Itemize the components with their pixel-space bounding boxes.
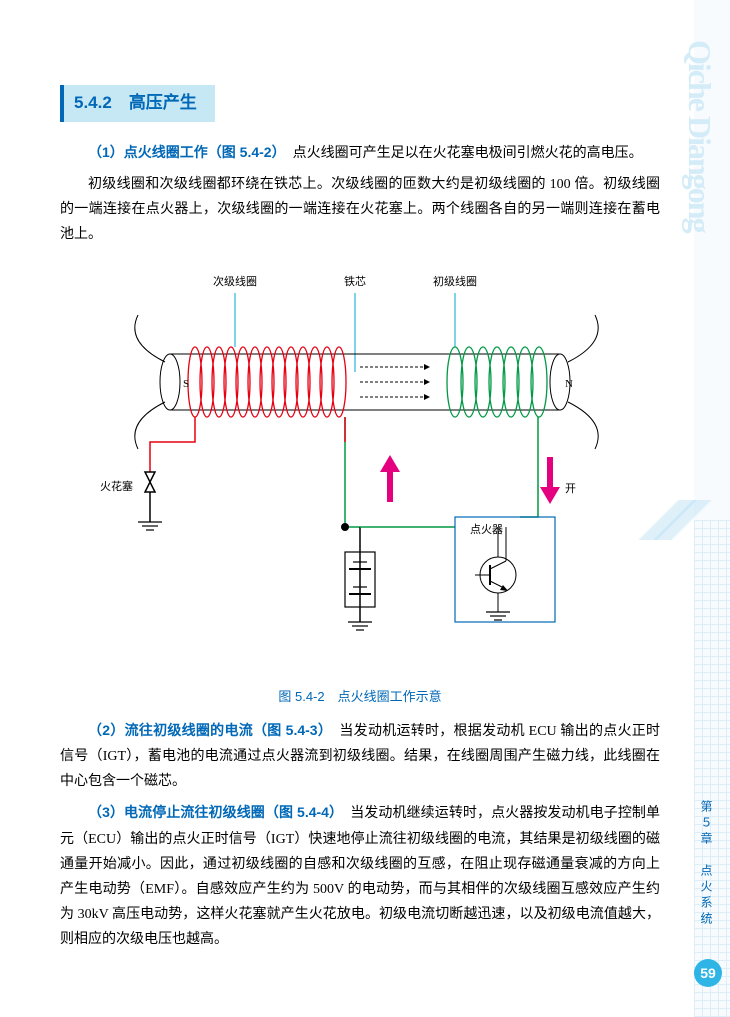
paragraph-1b: 初级线圈和次级线圈都环绕在铁芯上。次级线圈的匝数大约是初级线圈的 100 倍。初… [60,172,660,248]
para1-label: （1）点火线圈工作（图 5.4-2） [88,144,279,160]
para1-text1: 点火线圈可产生足以在火花塞电极间引燃火花的高电压。 [293,146,643,161]
page-number: 59 [694,959,722,987]
coil-diagram-svg: 次级线圈 铁芯 初级线圈 S N 火花塞 [60,267,620,667]
diagonal-band [620,500,730,540]
figure-542: 次级线圈 铁芯 初级线圈 S N 火花塞 [60,267,660,708]
section-title: 高压产生 [129,93,197,112]
para3-text: 当发动机继续运转时，点火器按发动机电子控制单元（ECU）输出的点火正时信号（IG… [60,806,660,947]
svg-text:铁芯: 铁芯 [344,274,366,288]
svg-text:点火器: 点火器 [470,523,503,536]
svg-text:开: 开 [565,483,576,495]
paragraph-3: （3）电流停止流往初级线圈（图 5.4-4） 当发动机继续运转时，点火器按发动机… [60,800,660,952]
chapter-label: 第５章 点火系统 [694,800,716,928]
section-number: 5.4.2 [74,93,112,112]
paragraph-1a: （1）点火线圈工作（图 5.4-2） 点火线圈可产生足以在火花塞电极间引燃火花的… [60,140,660,166]
para2-label: （2）流往初级线圈的电流（图 5.4-3） [88,722,325,738]
svg-text:N: N [565,378,573,390]
svg-text:S: S [183,378,189,390]
watermark-text: Qiche Diangong [694,40,728,232]
section-header: 5.4.2 高压产生 [60,85,215,122]
grid-pattern [694,520,730,1017]
page-content: 5.4.2 高压产生 （1）点火线圈工作（图 5.4-2） 点火线圈可产生足以在… [0,0,730,953]
paragraph-2: （2）流往初级线圈的电流（图 5.4-3） 当发动机运转时，根据发动机 ECU … [60,718,660,795]
svg-text:次级线圈: 次级线圈 [213,274,257,288]
figure-caption: 图 5.4-2 点火线圈工作示意 [60,685,660,708]
svg-text:火花塞: 火花塞 [100,479,133,493]
para3-label: （3）电流停止流往初级线圈（图 5.4-4） [88,804,336,820]
svg-text:初级线圈: 初级线圈 [433,274,477,288]
